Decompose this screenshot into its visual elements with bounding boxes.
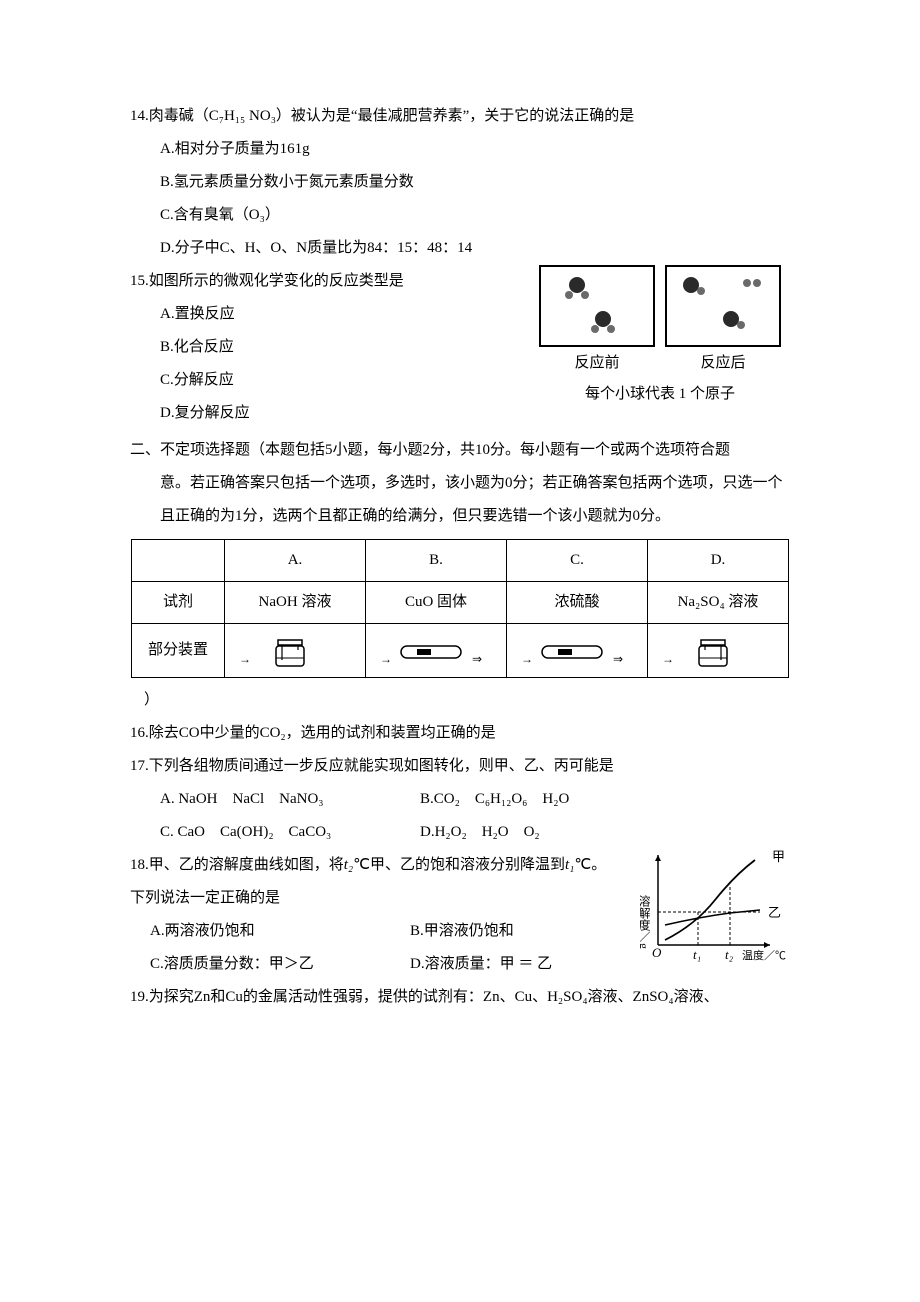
q19-stem: 19.为探究Zn和Cu的金属活动性强弱，提供的试剂有：Zn、Cu、H₂SO₄溶液… [130,981,790,1014]
section2-head: 二、不定项选择题（本题包括5小题，每小题2分，共10分。每小题有一个或两个选项符… [130,434,790,467]
glass-tube-icon [540,644,604,660]
q18-opt-d: D.溶液质量：甲 ＝ 乙 [410,948,552,981]
chart-ylabel: 溶解度／g [640,894,651,949]
q17-stem: 17.下列各组物质间通过一步反应就能实现如图转化，则甲、乙、丙可能是 [130,750,790,783]
q14-opt-b: B.氢元素质量分数小于氮元素质量分数 [130,166,790,199]
table-reagent-B: CuO 固体 [366,582,507,624]
arrow-out-icon: ⇒ [613,646,623,672]
panel-after: 反应后 [665,265,781,380]
caption-after: 反应后 [665,347,781,380]
arrow-in-icon: → [380,646,392,672]
table-device-label: 部分装置 [132,624,225,678]
q18-opt-b: B.甲溶液仍饱和 [410,915,514,948]
table-device-C: → ⇒ [507,624,648,678]
table-h0 [132,540,225,582]
figure-note: 每个小球代表 1 个原子 [530,382,790,406]
q18-opt-c: C.溶质质量分数：甲＞乙 [150,948,410,981]
q17-opt-d: D.H₂O₂ H₂O O₂ [420,816,540,849]
section2-body: 意。若正确答案只包括一个选项，多选时，该小题为0分；若正确答案包括两个选项，只选… [130,467,790,533]
table-hB: B. [366,540,507,582]
table-device-A: → [225,624,366,678]
table-device-B: → ⇒ [366,624,507,678]
table-hD: D. [648,540,789,582]
series-yi: 乙 [768,905,781,920]
washing-bottle-icon [270,638,310,668]
chart-t1: t₁ [693,947,701,962]
device-table: A. B. C. D. 试剂 NaOH 溶液 CuO 固体 浓硫酸 Na₂SO₄… [131,539,789,678]
q17-opt-b: B.CO₂ C₆H₁₂O₆ H₂O [420,783,569,816]
series-jia: 甲 [772,849,785,864]
table-device-D: → [648,624,789,678]
q17-opt-a: A. NaOH NaCl NaNO₃ [160,783,420,816]
q18-opt-a: A.两溶液仍饱和 [150,915,410,948]
glass-tube-icon [399,644,463,660]
arrow-out-icon: ⇒ [472,646,482,672]
table-reagent-D: Na₂SO₄ 溶液 [648,582,789,624]
q17-opt-c: C. CaO Ca(OH)₂ CaCO₃ [160,816,420,849]
table-reagent-A: NaOH 溶液 [225,582,366,624]
q14-opt-c: C.含有臭氧（O₃） [130,199,790,232]
chart-origin: O [652,945,662,960]
chart-xlabel: 温度／℃ [742,948,786,962]
arrow-in-icon: → [521,646,533,672]
table-hC: C. [507,540,648,582]
table-paren: ） [130,684,790,717]
table-hA: A. [225,540,366,582]
q14-opt-d: D.分子中C、H、O、N质量比为84：15：48：14 [130,232,790,265]
washing-bottle-icon [693,638,733,668]
q14-stem: 14.肉毒碱（C₇H₁₅ NO₃）被认为是“最佳减肥营养素”，关于它的说法正确的… [130,100,790,133]
q14-opt-a: A.相对分子质量为161g [130,133,790,166]
q16-stem: 16.除去CO中少量的CO₂，选用的试剂和装置均正确的是 [130,717,790,750]
arrow-in-icon: → [239,646,251,672]
q15-figure: 反应前 反应后 每个小 [530,265,790,406]
table-reagent-label: 试剂 [132,582,225,624]
solubility-chart: 溶解度／g 甲 乙 O t₁ t₂ 温度／℃ [640,845,790,955]
table-reagent-C: 浓硫酸 [507,582,648,624]
chart-t2: t₂ [725,947,734,962]
caption-before: 反应前 [539,347,655,380]
arrow-in-icon: → [662,646,674,672]
panel-before: 反应前 [539,265,655,380]
